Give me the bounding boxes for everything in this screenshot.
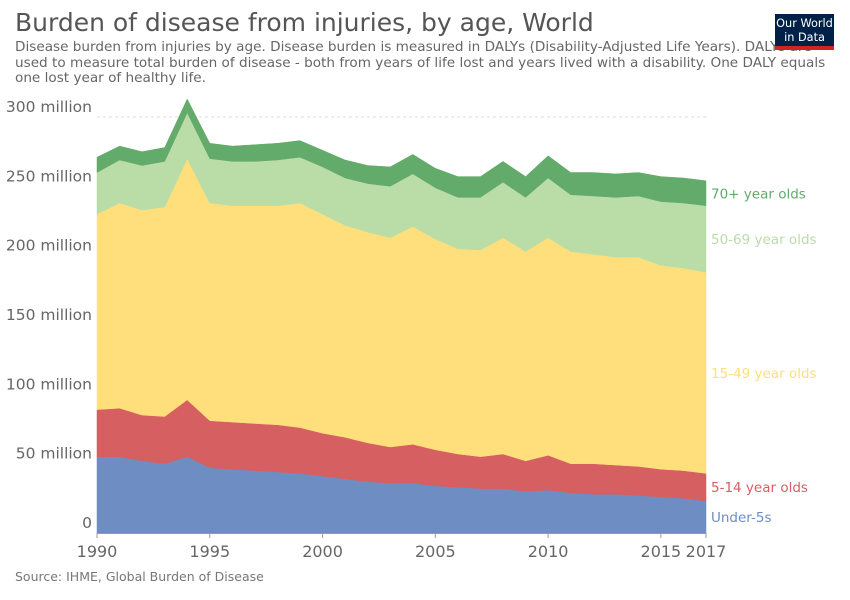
y-tick-label-0: 0 bbox=[82, 514, 92, 532]
x-tick-label-1990: 1990 bbox=[77, 542, 118, 561]
y-tick-label-200-million: 200 million bbox=[6, 237, 92, 255]
series-label-5-14-year-olds: 5-14 year olds bbox=[711, 480, 808, 496]
logo-line-1: Our World bbox=[776, 17, 833, 30]
logo-line-2: in Data bbox=[784, 31, 825, 44]
x-tick-label-1995: 1995 bbox=[189, 542, 230, 561]
chart-subtitle: Disease burden from injuries by age. Dis… bbox=[15, 39, 826, 86]
series-label-15-49-year-olds: 15-49 year olds bbox=[711, 366, 817, 382]
owid-logo[interactable]: Our World in Data bbox=[775, 14, 834, 50]
y-tick-label-100-million: 100 million bbox=[6, 375, 92, 393]
source-note: Source: IHME, Global Burden of Disease bbox=[15, 569, 264, 584]
chart-title: Burden of disease from injuries, by age,… bbox=[15, 8, 594, 37]
x-tick-label-2005: 2005 bbox=[415, 542, 456, 561]
y-tick-label-150-million: 150 million bbox=[6, 306, 92, 324]
area-70-year-olds[interactable] bbox=[96, 98, 707, 206]
series-label-50-69-year-olds: 50-69 year olds bbox=[711, 232, 817, 248]
y-tick-label-300-million: 300 million bbox=[6, 98, 92, 116]
stacked-areas bbox=[96, 98, 707, 534]
series-label-70-year-olds: 70+ year olds bbox=[711, 186, 806, 202]
y-tick-label-250-million: 250 million bbox=[6, 167, 92, 185]
series-label-under-5s: Under-5s bbox=[711, 510, 772, 526]
axes: 0 50 million 100 million 150 million 200 mil… bbox=[6, 98, 727, 561]
x-tick-label-2017: 2017 bbox=[686, 542, 727, 561]
y-tick-label-50-million: 50 million bbox=[16, 445, 92, 463]
x-tick-label-2010: 2010 bbox=[528, 542, 569, 561]
series-labels: Under-5s 5-14 year olds 15-49 year olds 50-… bbox=[711, 186, 817, 526]
x-tick-label-2000: 2000 bbox=[302, 542, 343, 561]
x-tick-label-2015: 2015 bbox=[641, 542, 682, 561]
